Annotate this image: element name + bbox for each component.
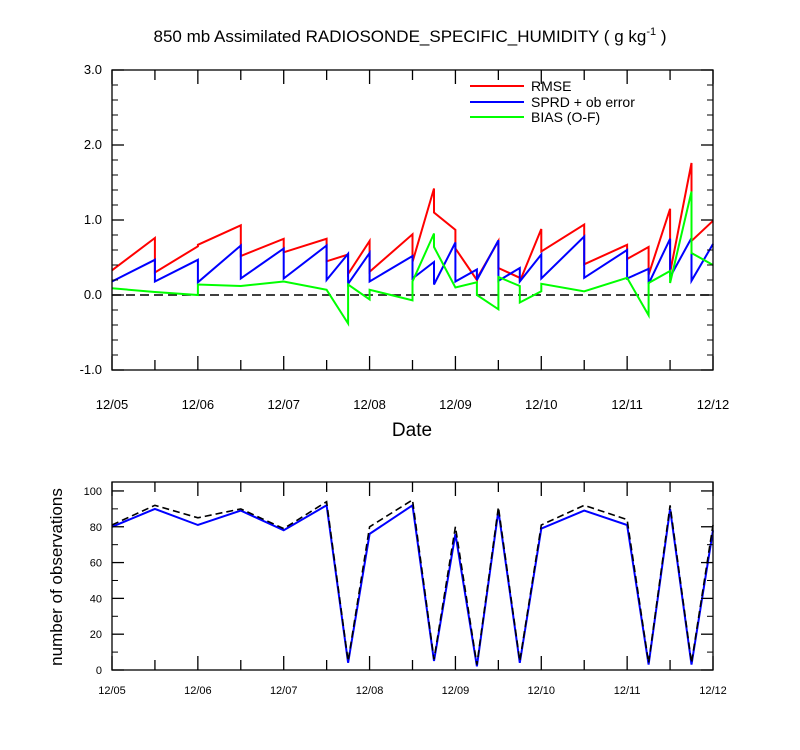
x-tick-label: 12/10 <box>525 397 558 412</box>
x-tick-label: 12/12 <box>697 397 730 412</box>
x-tick-label: 12/09 <box>439 397 472 412</box>
legend-label-bias: BIAS (O-F) <box>531 109 600 125</box>
x-tick-label: 12/07 <box>270 685 298 697</box>
y-tick-label: 0 <box>96 665 102 677</box>
y-tick-label: 3.0 <box>84 62 102 77</box>
axis-ticks <box>111 69 714 371</box>
series-line-assimilated <box>111 503 714 667</box>
y-tick-label: -1.0 <box>80 362 102 377</box>
x-tick-label: 12/05 <box>98 685 126 697</box>
chart-title: 850 mb Assimilated RADIOSONDE_SPECIFIC_H… <box>154 26 667 46</box>
x-tick-label: 12/08 <box>353 397 386 412</box>
series-lines <box>111 498 714 667</box>
y-axis-label: number of observations <box>47 488 66 666</box>
series-line-rmse <box>111 162 714 284</box>
y-tick-label: 20 <box>90 629 102 641</box>
series-line-possible <box>111 498 714 665</box>
legend-label-rmse: RMSE <box>531 78 571 94</box>
x-tick-label: 12/10 <box>528 685 556 697</box>
series-line-sprd <box>111 234 714 287</box>
legend: RMSE SPRD + ob error BIAS (O-F) <box>470 78 635 125</box>
series-lines <box>111 162 714 327</box>
y-tick-label: 40 <box>90 593 102 605</box>
x-tick-labels: 12/05 12/06 12/07 12/08 12/09 12/10 12/11 12/12 <box>96 397 730 412</box>
y-tick-label: 1.0 <box>84 212 102 227</box>
x-tick-label: 12/12 <box>699 685 727 697</box>
x-tick-label: 12/07 <box>267 397 300 412</box>
x-tick-label: 12/06 <box>182 397 215 412</box>
axis-ticks <box>111 482 714 671</box>
x-axis-label: Date <box>392 420 432 441</box>
y-tick-labels: 0 20 40 60 80 100 <box>84 486 102 677</box>
x-tick-label: 12/06 <box>184 685 212 697</box>
y-tick-label: 80 <box>90 522 102 534</box>
x-tick-labels: 12/05 12/06 12/07 12/08 12/09 12/10 12/11 12/12 <box>98 685 727 697</box>
y-tick-label: 0.0 <box>84 287 102 302</box>
series-line-bias <box>111 191 714 327</box>
y-tick-label: 100 <box>84 486 102 498</box>
rmse-chart: 12/05 12/06 12/07 12/08 12/09 12/10 12/11 12/12… <box>80 62 730 441</box>
legend-label-sprd: SPRD + ob error <box>531 94 635 110</box>
y-tick-label: 60 <box>90 558 102 570</box>
y-tick-labels: -1.0 0.0 1.0 2.0 3.0 <box>80 62 102 377</box>
observations-chart: 12/05 12/06 12/07 12/08 12/09 12/10 12/11 12/12… <box>47 481 727 697</box>
x-tick-label: 12/11 <box>614 685 641 697</box>
x-tick-label: 12/11 <box>611 397 643 412</box>
y-tick-label: 2.0 <box>84 137 102 152</box>
plot-frame <box>111 69 714 371</box>
x-tick-label: 12/05 <box>96 397 129 412</box>
x-tick-label: 12/09 <box>442 685 470 697</box>
x-tick-label: 12/08 <box>356 685 384 697</box>
